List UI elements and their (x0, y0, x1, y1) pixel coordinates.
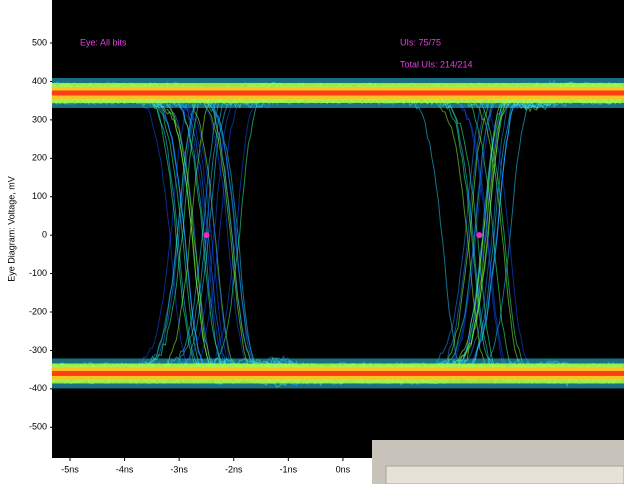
x-tick-label: -1ns (280, 464, 298, 474)
y-tick-label: -300 (29, 345, 47, 355)
y-tick-label: 300 (32, 114, 47, 124)
y-tick-label: 400 (32, 76, 47, 86)
y-tick-label: -100 (29, 268, 47, 278)
y-axis-title: Eye Diagram: Voltage, mV (6, 176, 16, 282)
eye-diagram-screen: Eye Diagram: Voltage, mV 500 400 300 200 100… (0, 0, 624, 484)
dialog-panel (386, 466, 624, 484)
annotation: UIs: 75/75 (400, 37, 441, 47)
y-tick-label: 100 (32, 191, 47, 201)
level-band (52, 371, 624, 376)
y-tick-label: 200 (32, 153, 47, 163)
x-tick-label: -4ns (116, 464, 134, 474)
annotation: Eye: All bits (80, 37, 127, 47)
level-band (52, 90, 624, 95)
y-tick-label: 500 (32, 37, 47, 47)
x-tick-label: -2ns (225, 464, 243, 474)
x-tick-label: 0ns (336, 464, 351, 474)
annotation: Total UIs: 214/214 (400, 59, 473, 69)
crossing-marker (476, 232, 482, 238)
y-tick-label: -400 (29, 383, 47, 393)
y-tick-label: -200 (29, 306, 47, 316)
y-tick-label: 0 (42, 230, 47, 240)
x-tick-label: -5ns (61, 464, 79, 474)
y-tick-label: -500 (29, 422, 47, 432)
x-tick-label: -3ns (170, 464, 188, 474)
plot-area (52, 0, 624, 458)
crossing-marker (203, 232, 209, 238)
